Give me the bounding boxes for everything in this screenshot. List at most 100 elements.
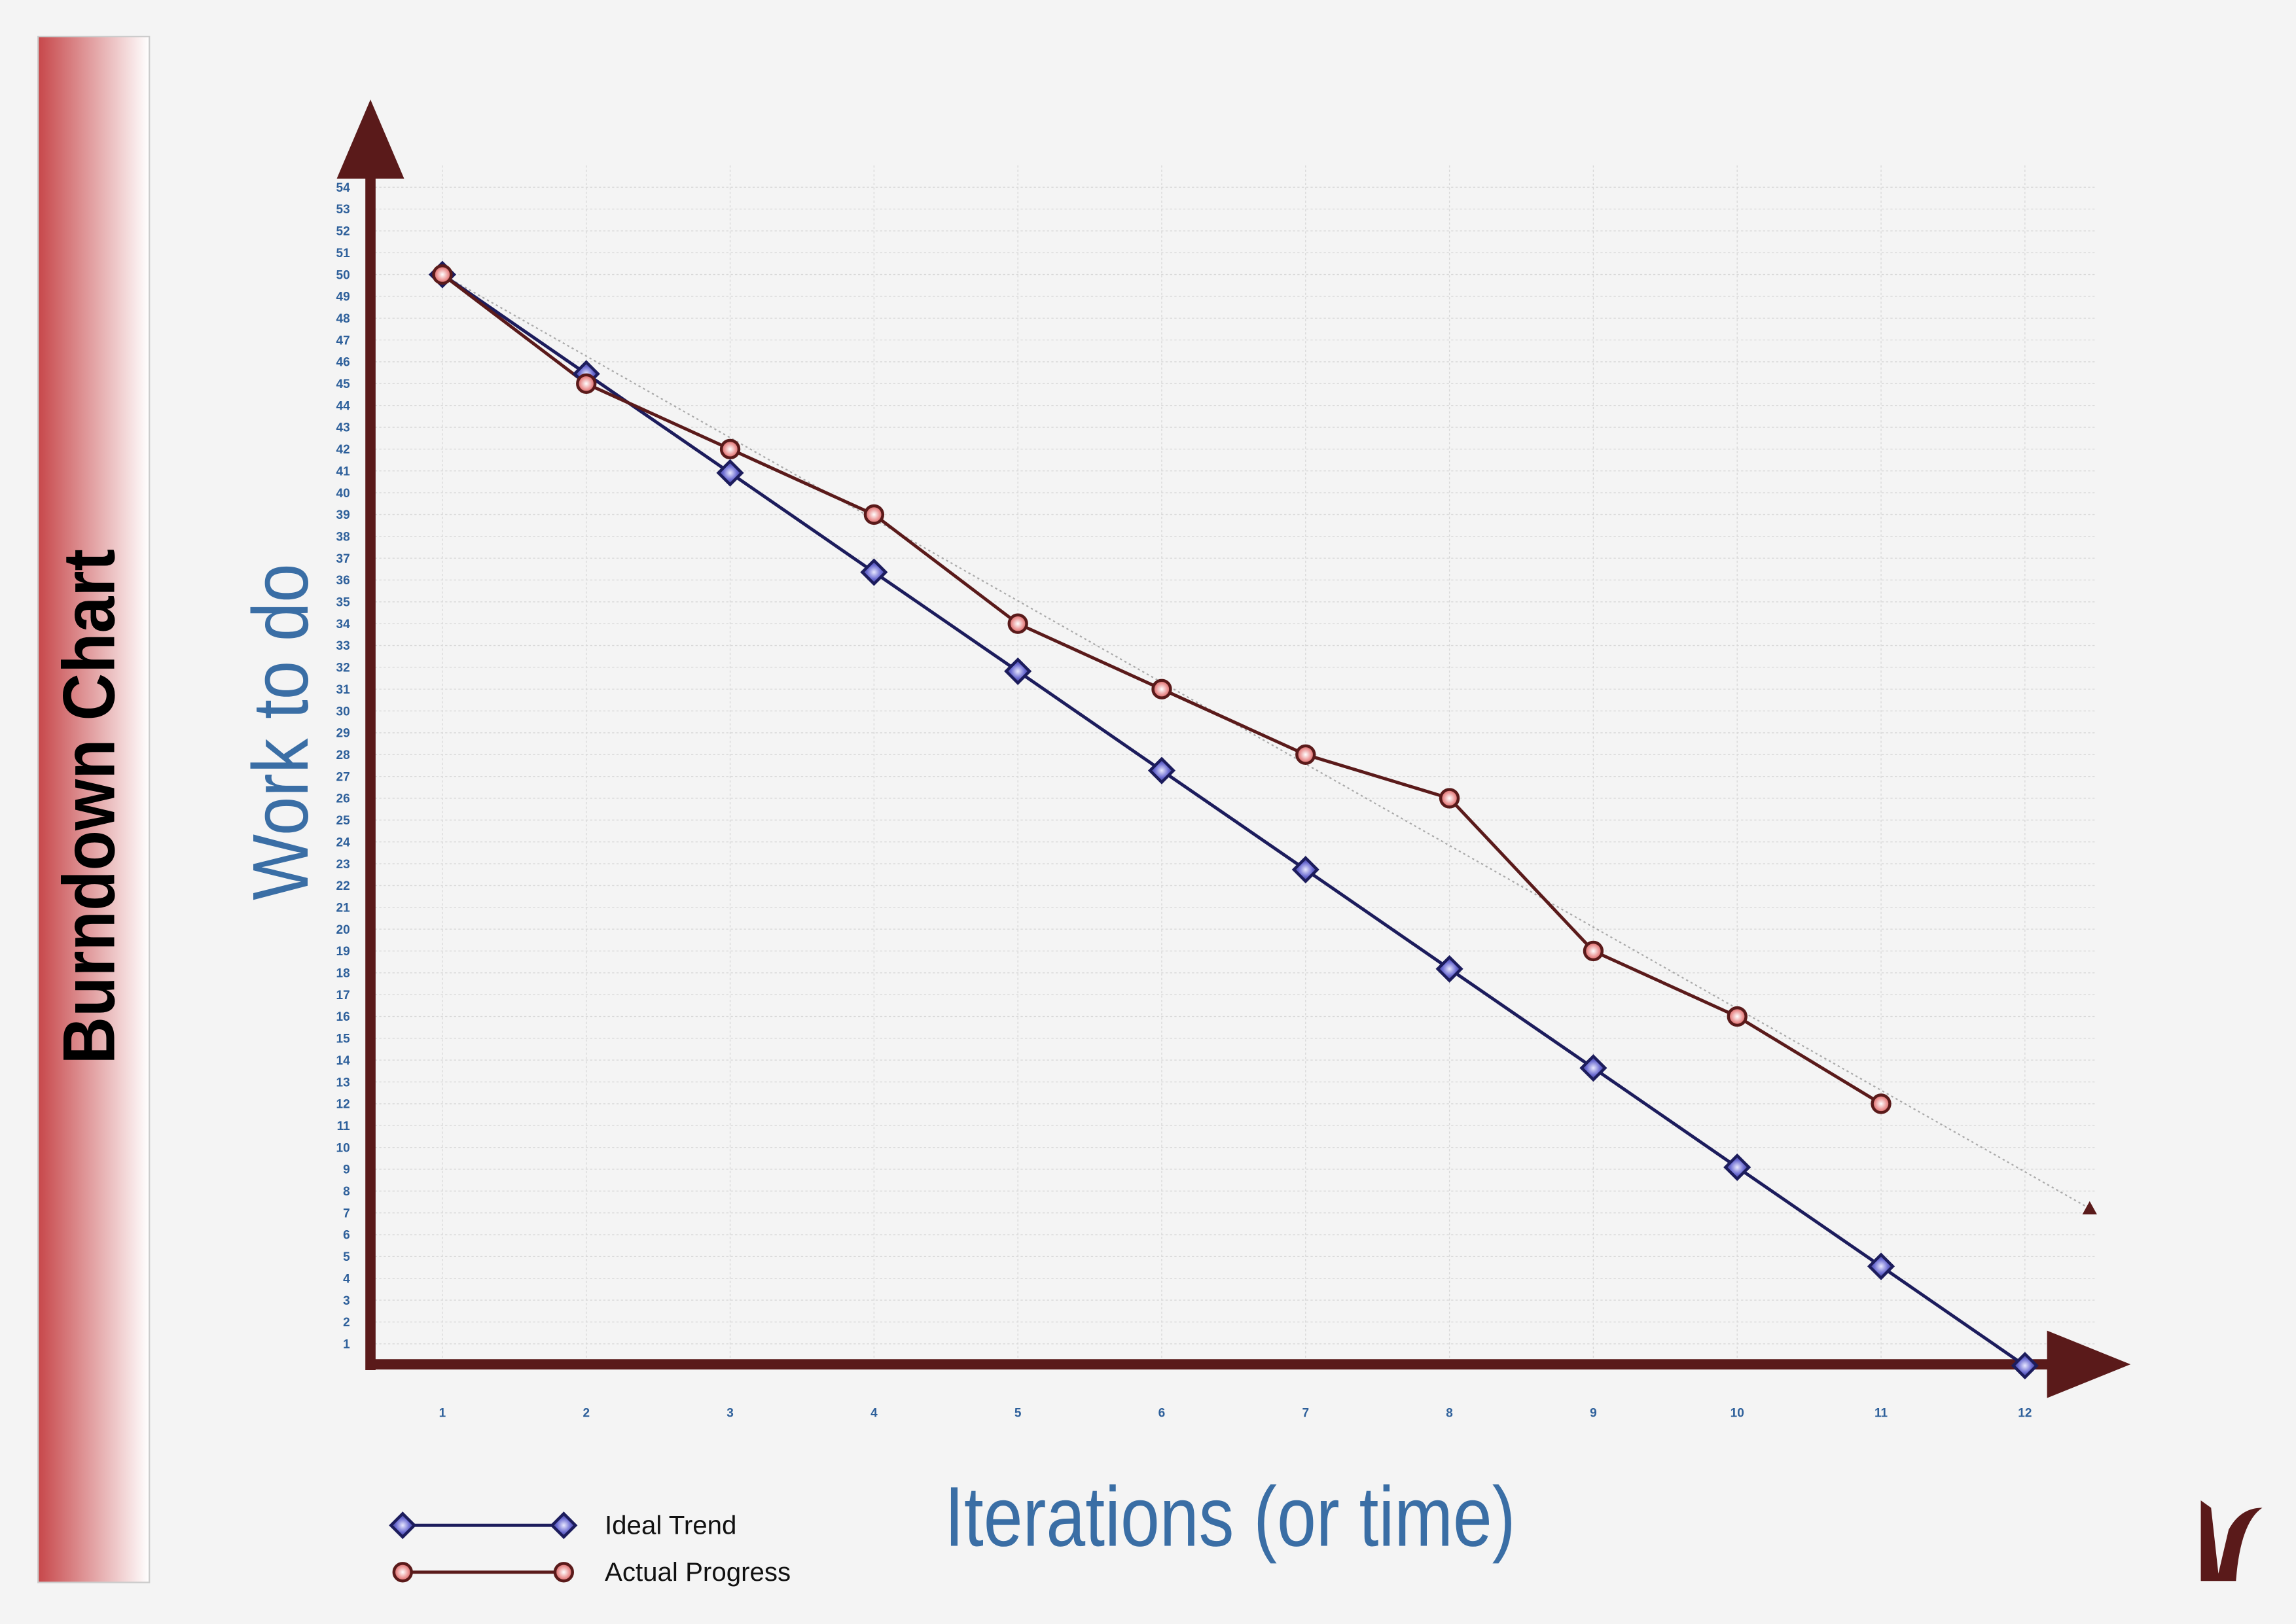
y-tick-label: 44 <box>336 399 351 413</box>
y-tick-label: 26 <box>336 792 350 806</box>
y-tick-label: 49 <box>336 291 350 304</box>
y-tick-label: 13 <box>336 1076 350 1089</box>
grid: 1234567891011121314151617181920212223242… <box>336 165 2097 1421</box>
y-tick-label: 1 <box>343 1337 350 1351</box>
y-tick-label: 47 <box>336 334 350 347</box>
y-tick-label: 12 <box>336 1098 350 1112</box>
y-tick-label: 24 <box>336 836 351 849</box>
title-band <box>37 35 151 1583</box>
y-tick-label: 38 <box>336 530 350 544</box>
y-tick-label: 11 <box>337 1120 351 1133</box>
y-tick-label: 6 <box>343 1229 350 1243</box>
y-tick-label: 7 <box>343 1207 350 1220</box>
plot <box>428 260 2097 1380</box>
x-tick-label: 11 <box>1874 1407 1888 1421</box>
x-axis-arrow <box>2047 1330 2131 1398</box>
x-tick-label: 7 <box>1302 1407 1309 1421</box>
y-tick-label: 22 <box>336 879 350 893</box>
marker <box>1439 788 1460 809</box>
y-tick-label: 34 <box>336 618 351 631</box>
legend: Ideal Trend Actual Progress <box>389 1511 791 1587</box>
x-tick-label: 6 <box>1158 1407 1166 1421</box>
marker <box>1579 1054 1607 1082</box>
y-tick-label: 43 <box>336 421 350 435</box>
y-axis-label: Work to do <box>236 563 325 900</box>
marker <box>432 264 453 285</box>
y-tick-label: 54 <box>336 181 351 195</box>
y-tick-label: 48 <box>336 312 350 326</box>
series-line <box>441 273 2026 1368</box>
legend-marker <box>389 1511 417 1540</box>
legend-label: Actual Progress <box>605 1557 791 1587</box>
x-tick-label: 8 <box>1446 1407 1453 1421</box>
y-tick-label: 31 <box>336 683 351 697</box>
legend-marker <box>553 1562 574 1583</box>
x-tick-label: 1 <box>439 1407 446 1421</box>
marker <box>860 558 888 586</box>
x-tick-label: 9 <box>1590 1407 1597 1421</box>
y-tick-label: 27 <box>336 770 350 784</box>
x-tick-label: 2 <box>583 1407 590 1421</box>
marker <box>1723 1153 1751 1182</box>
y-tick-label: 2 <box>343 1316 350 1330</box>
marker <box>1727 1006 1748 1027</box>
y-tick-label: 40 <box>336 487 350 501</box>
y-tick-label: 5 <box>343 1250 350 1264</box>
marker <box>1004 657 1032 685</box>
y-tick-label: 41 <box>336 465 351 478</box>
marker <box>1867 1252 1895 1280</box>
y-tick-label: 37 <box>336 552 350 566</box>
y-tick-label: 39 <box>336 508 350 522</box>
y-tick-label: 35 <box>336 596 351 610</box>
x-tick-label: 3 <box>726 1407 734 1421</box>
y-tick-label: 30 <box>336 705 350 718</box>
y-tick-label: 19 <box>336 945 350 959</box>
x-tick-label: 5 <box>1014 1407 1022 1421</box>
y-tick-label: 33 <box>336 639 350 653</box>
legend-marker <box>392 1562 413 1583</box>
marker <box>863 504 885 525</box>
y-tick-label: 51 <box>336 247 351 260</box>
y-tick-label: 4 <box>343 1272 350 1286</box>
y-tick-label: 28 <box>336 749 350 762</box>
logo <box>2200 1500 2263 1581</box>
y-tick-label: 32 <box>336 662 350 675</box>
axes <box>336 99 2131 1398</box>
y-tick-label: 52 <box>336 225 350 239</box>
y-tick-label: 23 <box>336 858 350 872</box>
marker <box>2011 1352 2039 1380</box>
marker <box>1007 613 1028 634</box>
x-axis-label: Iterations (or time) <box>944 1470 1516 1564</box>
y-tick-label: 14 <box>336 1054 351 1068</box>
y-tick-label: 10 <box>336 1141 350 1155</box>
y-tick-label: 8 <box>343 1185 350 1199</box>
y-tick-label: 36 <box>336 574 350 588</box>
y-tick-label: 53 <box>336 203 350 217</box>
chart-title: Burndown Chart <box>48 549 130 1065</box>
marker <box>1151 679 1172 699</box>
y-tick-label: 45 <box>336 378 351 391</box>
trendline-end <box>2082 1201 2097 1214</box>
marker <box>1583 940 1604 962</box>
marker <box>1871 1093 1892 1114</box>
y-tick-label: 15 <box>336 1033 351 1046</box>
y-tick-label: 16 <box>336 1010 350 1024</box>
y-tick-label: 18 <box>336 967 350 981</box>
marker <box>576 373 597 394</box>
marker <box>719 438 741 460</box>
y-tick-label: 29 <box>336 727 350 741</box>
marker <box>1435 955 1463 983</box>
marker <box>1295 744 1316 765</box>
legend-marker <box>550 1511 578 1540</box>
x-tick-label: 10 <box>1731 1407 1744 1421</box>
legend-label: Ideal Trend <box>605 1511 736 1540</box>
y-tick-label: 42 <box>336 443 350 457</box>
y-tick-label: 50 <box>336 268 350 282</box>
y-tick-label: 17 <box>336 989 350 1002</box>
marker <box>1147 756 1176 785</box>
y-tick-label: 3 <box>343 1294 350 1308</box>
y-tick-label: 20 <box>336 923 350 937</box>
marker <box>1291 855 1319 884</box>
